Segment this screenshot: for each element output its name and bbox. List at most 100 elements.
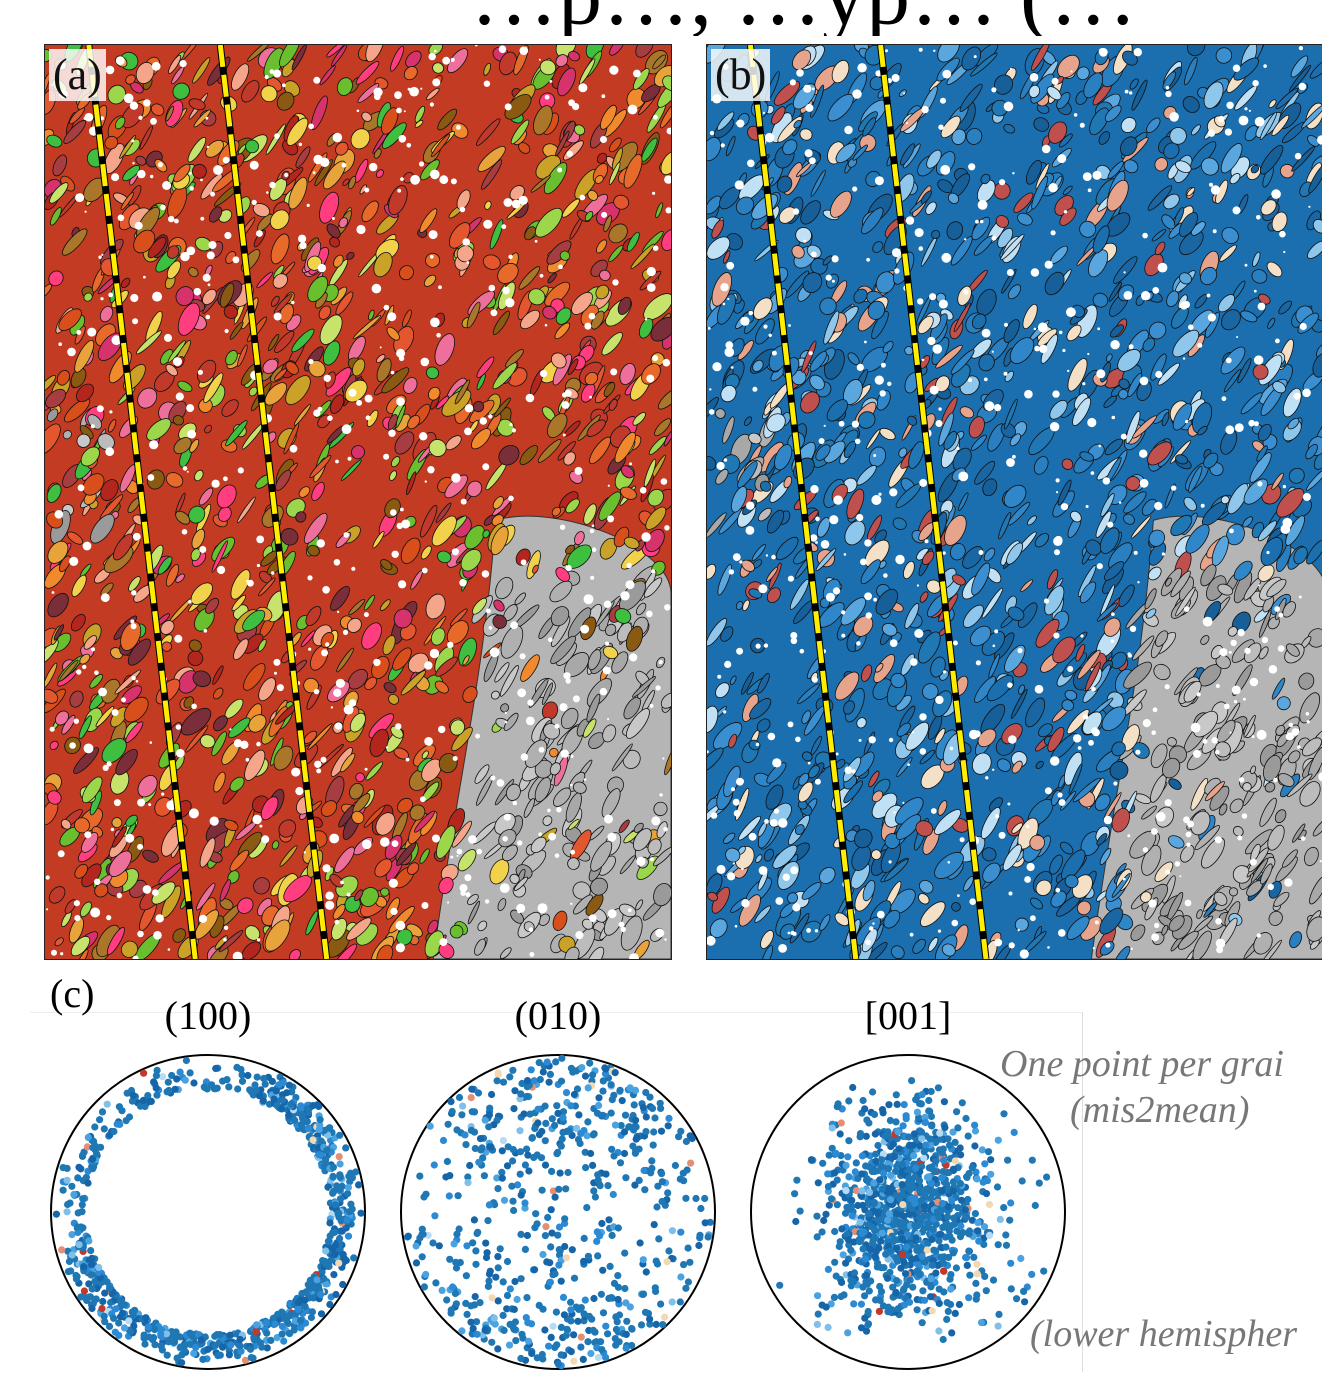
non-indexed-spot [199, 546, 206, 553]
pole-point [583, 1132, 590, 1139]
pole-point [119, 1310, 126, 1317]
non-indexed-spot [999, 179, 1005, 185]
non-indexed-spot [1232, 686, 1241, 695]
pole-point [79, 1201, 86, 1208]
non-indexed-spot [430, 255, 434, 259]
non-indexed-spot [1300, 323, 1307, 330]
non-indexed-spot [343, 630, 348, 635]
non-indexed-spot [1035, 685, 1044, 694]
non-indexed-spot [520, 46, 529, 55]
non-indexed-spot [985, 776, 988, 779]
non-indexed-spot [210, 817, 219, 826]
non-indexed-spot [397, 189, 401, 193]
non-indexed-spot [790, 866, 798, 874]
pole-point [151, 1326, 158, 1333]
pole-point [569, 1246, 576, 1253]
non-indexed-spot [903, 92, 905, 94]
non-indexed-spot [1193, 750, 1201, 758]
pole-point [345, 1173, 352, 1180]
non-indexed-spot [629, 653, 637, 661]
non-indexed-spot [1139, 450, 1147, 458]
non-indexed-spot [269, 182, 275, 188]
non-indexed-spot [84, 744, 94, 754]
grain [197, 486, 215, 507]
non-indexed-spot [764, 643, 768, 647]
pole-point [345, 1233, 352, 1240]
non-indexed-spot [538, 832, 542, 836]
non-indexed-spot [331, 706, 333, 708]
non-indexed-spot [489, 285, 496, 292]
non-indexed-spot [1080, 634, 1083, 637]
non-indexed-spot [775, 897, 783, 905]
non-indexed-spot [636, 857, 645, 866]
non-indexed-spot [607, 833, 616, 842]
non-indexed-spot [150, 118, 157, 125]
grain [293, 403, 312, 426]
non-indexed-spot [910, 933, 914, 937]
pole-point [653, 1321, 660, 1328]
non-indexed-spot [557, 168, 562, 173]
non-indexed-spot [978, 200, 988, 210]
non-indexed-spot [1113, 781, 1117, 785]
non-indexed-spot [529, 927, 534, 932]
non-indexed-spot [844, 553, 847, 556]
non-indexed-spot [1135, 750, 1140, 755]
non-indexed-spot [158, 162, 163, 167]
pole-point [332, 1291, 339, 1298]
pole-point [648, 1157, 655, 1164]
pole-point [637, 1239, 644, 1246]
non-indexed-spot [540, 274, 544, 278]
non-indexed-spot [545, 95, 550, 100]
non-indexed-spot [1045, 261, 1053, 269]
non-indexed-spot [788, 324, 791, 327]
non-indexed-spot [852, 186, 857, 191]
non-indexed-spot [778, 818, 787, 827]
non-indexed-spot [992, 236, 997, 241]
grain [898, 89, 907, 98]
non-indexed-spot [1087, 418, 1096, 427]
non-indexed-spot [872, 922, 874, 924]
non-indexed-spot [430, 102, 434, 106]
non-indexed-spot [919, 48, 923, 52]
grain [364, 760, 384, 782]
pole-point [95, 1264, 102, 1271]
pole-point [325, 1238, 332, 1245]
non-indexed-spot [399, 135, 407, 143]
non-indexed-spot [1007, 803, 1010, 806]
non-indexed-spot [502, 836, 508, 842]
non-indexed-spot [653, 115, 658, 120]
pole-point [253, 1321, 260, 1328]
non-indexed-spot [1224, 704, 1230, 710]
non-indexed-spot [1207, 294, 1211, 298]
non-indexed-spot [869, 926, 874, 931]
non-indexed-spot [206, 117, 209, 120]
non-indexed-spot [465, 404, 473, 412]
pole-point [297, 1324, 304, 1331]
non-indexed-spot [313, 155, 322, 164]
non-indexed-spot [324, 375, 331, 382]
non-indexed-spot [889, 738, 893, 742]
grain [729, 675, 737, 685]
grain [424, 365, 440, 381]
pole-point [182, 1341, 189, 1348]
non-indexed-spot [969, 730, 978, 739]
non-indexed-spot [137, 931, 144, 938]
grain [481, 253, 502, 272]
grain [547, 272, 558, 284]
pole-point [273, 1087, 280, 1094]
pole-point [251, 1336, 258, 1343]
non-indexed-spot [866, 258, 870, 262]
pole-point [659, 1198, 666, 1205]
non-indexed-spot [291, 301, 294, 304]
pole-point [247, 1346, 254, 1353]
pole-point [500, 1278, 507, 1285]
non-indexed-spot [1242, 813, 1248, 819]
non-indexed-spot [422, 568, 428, 574]
pole-point [204, 1346, 211, 1353]
non-indexed-spot [112, 709, 119, 716]
non-indexed-spot [1127, 834, 1130, 837]
non-indexed-spot [836, 753, 839, 756]
non-indexed-spot [765, 133, 775, 143]
grain [930, 229, 941, 240]
pole-point [279, 1323, 286, 1330]
